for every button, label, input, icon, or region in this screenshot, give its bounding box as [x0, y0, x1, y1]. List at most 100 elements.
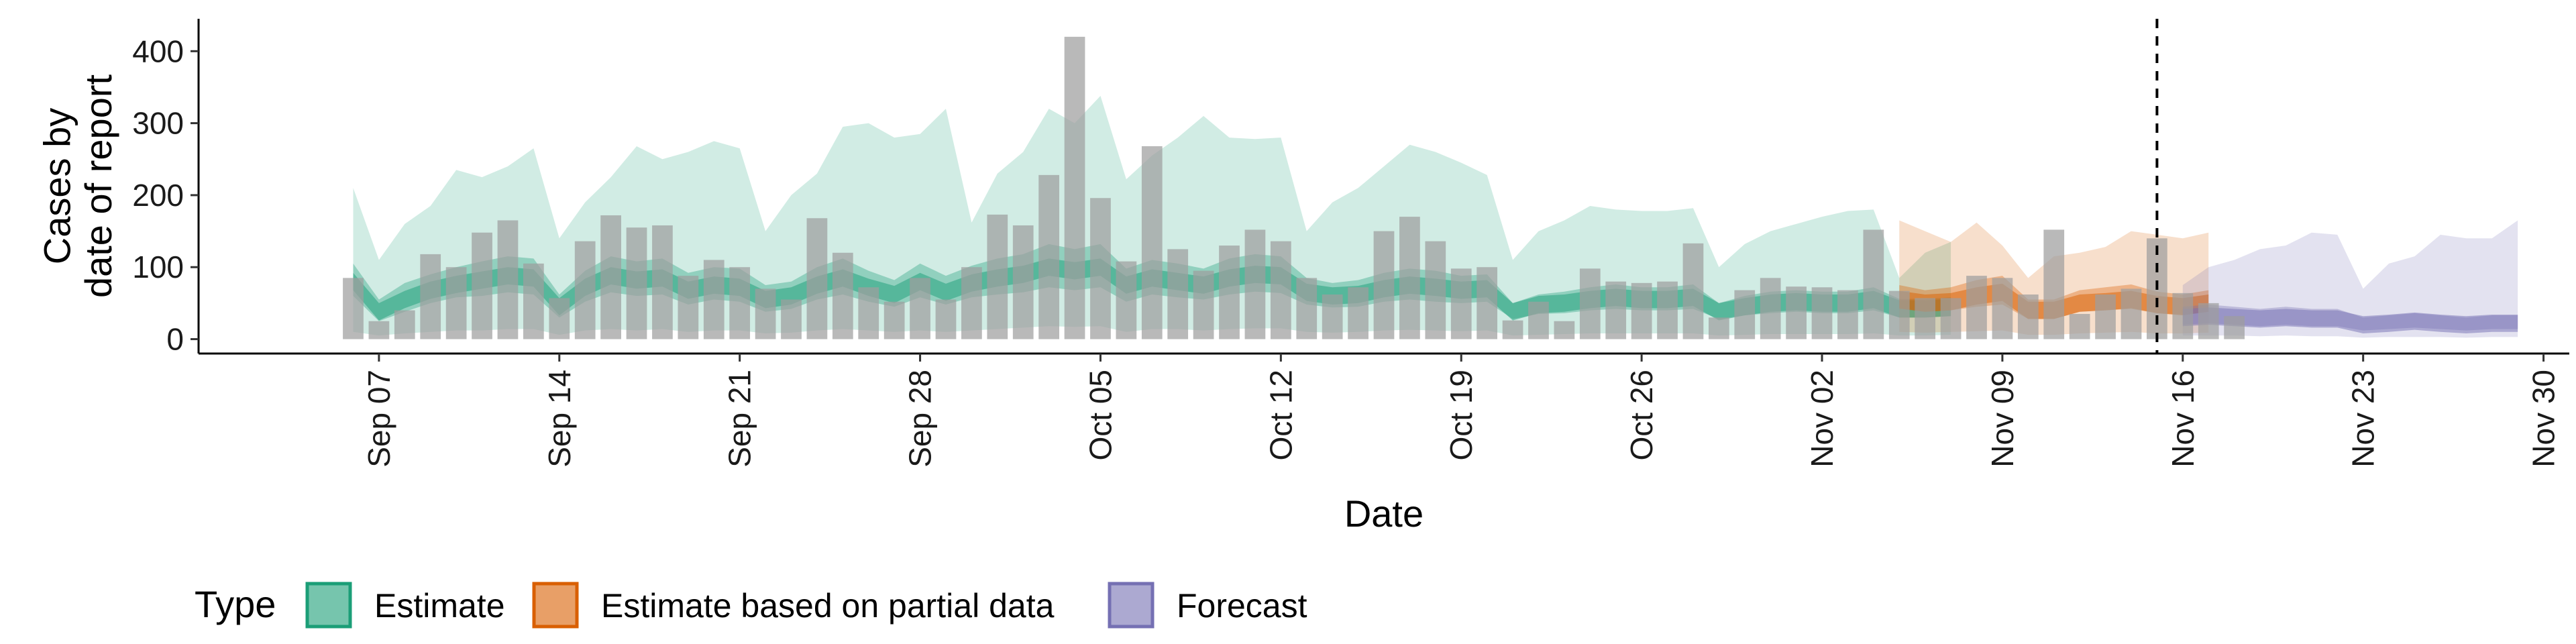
reported-case-bar	[2069, 313, 2090, 339]
reported-case-bar	[600, 215, 621, 339]
reported-case-bar	[1425, 241, 1446, 339]
reported-case-bar	[1734, 290, 1756, 339]
reported-case-bars	[343, 36, 2245, 339]
x-tick-label: Nov 02	[1805, 370, 1839, 468]
reported-case-bar	[678, 276, 699, 339]
reported-case-bar	[523, 263, 544, 339]
reported-case-bar	[1064, 36, 1085, 339]
legend-label: Estimate based on partial data	[601, 587, 1055, 625]
reported-case-bar	[1579, 268, 1601, 339]
reported-case-bar	[1863, 229, 1884, 339]
reported-case-bar	[343, 278, 364, 339]
y-axis-title-line: date of report	[77, 74, 119, 299]
x-tick-label: Nov 30	[2526, 370, 2561, 468]
legend-swatch	[532, 582, 579, 629]
reported-case-bar	[1193, 270, 1214, 339]
y-tick-label: 300	[132, 106, 184, 141]
forecast-median-band	[2182, 307, 2518, 333]
reported-case-bar	[1477, 267, 1498, 339]
reported-case-bar	[961, 267, 982, 339]
reported-case-bar	[858, 287, 879, 339]
reported-case-bar	[1141, 146, 1163, 339]
y-axis-title: Cases bydate of report	[36, 74, 119, 299]
axes	[197, 19, 2569, 355]
reported-case-bar	[1399, 217, 1420, 339]
reported-case-bar	[1682, 243, 1704, 339]
x-axis-ticks: Sep 07 Sep 14 Sep 21 Sep 28 Oct 05 Oct 12 Oct …	[362, 354, 2561, 468]
y-tick-label: 200	[132, 178, 184, 213]
reported-case-bar	[729, 267, 751, 339]
reported-case-bar	[1554, 321, 1575, 339]
x-tick-label: Oct 05	[1083, 370, 1118, 461]
reported-case-bar	[1966, 276, 1987, 339]
reported-case-bar	[1837, 290, 1858, 339]
reported-case-bar	[832, 252, 853, 339]
legend-swatch	[305, 582, 352, 629]
reported-case-bar	[1811, 287, 1833, 339]
reported-case-bar	[2172, 292, 2194, 339]
reported-case-bar	[394, 310, 415, 339]
reported-case-bar	[652, 225, 673, 339]
x-tick-label: Oct 12	[1263, 370, 1298, 461]
reported-case-bar	[883, 301, 905, 339]
y-tick-label: 100	[132, 250, 184, 284]
y-axis-ticks: 0 100 200 300 400	[132, 34, 199, 357]
x-tick-label: Oct 26	[1624, 370, 1659, 461]
reported-case-bar	[755, 288, 776, 339]
reported-case-bar	[1167, 249, 1189, 339]
y-tick-label: 400	[132, 34, 184, 68]
reported-case-bar	[935, 299, 957, 339]
reported-case-bar	[2017, 294, 2039, 339]
reported-case-bar	[497, 220, 519, 339]
reported-case-bar	[1012, 225, 1034, 339]
reported-case-bar	[910, 278, 930, 339]
reported-case-bar	[626, 227, 647, 339]
reported-case-bar	[2224, 316, 2245, 339]
reported-case-bar	[1322, 294, 1343, 339]
legend-swatch	[1108, 582, 1155, 629]
reported-case-bar	[420, 254, 441, 339]
reported-case-bar	[1657, 281, 1678, 339]
reported-case-bar	[1373, 231, 1395, 339]
legend-title: Type	[195, 583, 276, 625]
reported-case-bar	[1348, 287, 1368, 339]
x-tick-label: Nov 16	[2165, 370, 2200, 468]
reported-case-bar	[1502, 320, 1523, 339]
x-tick-label: Sep 07	[362, 370, 396, 468]
reported-case-bar	[781, 299, 802, 339]
y-tick-label: 0	[166, 322, 184, 357]
x-tick-label: Sep 21	[722, 370, 757, 468]
forecast-ci90-band	[2182, 220, 2518, 338]
reported-case-bar	[1244, 229, 1266, 339]
reported-case-bar	[1528, 301, 1549, 339]
legend-label: Estimate	[374, 587, 505, 625]
reported-case-bar	[806, 218, 828, 339]
reported-case-bar	[1270, 241, 1291, 339]
reported-case-bar	[1940, 298, 1962, 339]
reported-case-bar	[368, 321, 390, 339]
reported-case-bar	[1605, 281, 1627, 339]
reported-case-bar	[1760, 278, 1781, 339]
reported-case-bar	[987, 214, 1008, 339]
y-axis-title-line: Cases by	[36, 108, 78, 264]
x-axis-title: Date	[1344, 492, 1424, 535]
estimate-median-band	[353, 258, 1951, 321]
reported-case-bar	[1219, 246, 1240, 339]
reported-case-bar	[1786, 286, 1807, 339]
reported-case-bar	[703, 260, 724, 339]
reported-case-bar	[1888, 290, 1910, 339]
reported-case-bar	[1038, 174, 1059, 339]
reported-case-bar	[2043, 229, 2065, 339]
reported-case-bar	[549, 298, 570, 339]
x-tick-label: Oct 19	[1444, 370, 1479, 461]
legend: Type Estimate Estimate based on partial da…	[195, 582, 1307, 629]
reported-case-bar	[1450, 268, 1472, 339]
x-tick-label: Nov 09	[1985, 370, 2020, 468]
x-tick-label: Nov 23	[2346, 370, 2381, 468]
reported-case-bar	[1709, 317, 1729, 339]
reported-case-bar	[1915, 298, 1936, 339]
reported-case-bar	[1090, 198, 1111, 339]
reported-case-bar	[445, 267, 467, 339]
reported-case-bar	[2198, 303, 2219, 339]
